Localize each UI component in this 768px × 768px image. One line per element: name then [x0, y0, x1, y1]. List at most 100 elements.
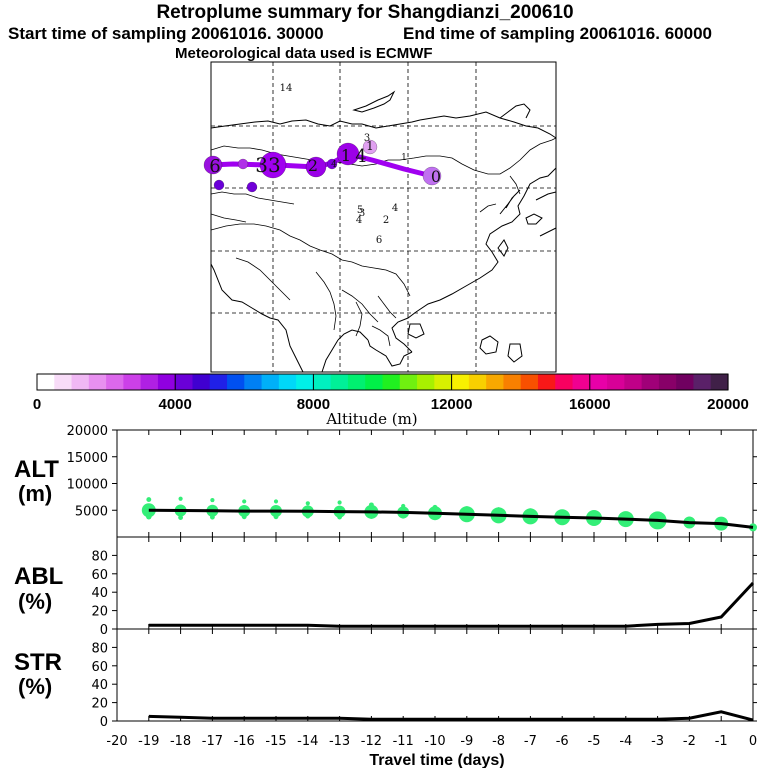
y-tick-label: 40 — [91, 586, 108, 601]
alt-marker-lower — [146, 513, 152, 520]
x-tick-label: -5 — [588, 734, 601, 749]
cluster-label: 4 — [355, 146, 366, 167]
colorbar-cell — [347, 374, 366, 390]
y-tick-label: 20000 — [67, 424, 108, 439]
abl-unit: (%) — [18, 589, 52, 614]
colorbar-tick-label: 12000 — [431, 396, 473, 413]
alt-panel: 5000 10000 15000 20000 ALT (m) — [14, 424, 757, 538]
abl-title: ABL — [14, 563, 63, 590]
plume-cluster-circle — [305, 156, 327, 178]
alt-marker-upper — [654, 514, 661, 521]
colorbar-cell — [468, 374, 487, 390]
y-tick-label: 80 — [91, 549, 108, 564]
colorbar-tick-label: 0 — [33, 396, 41, 413]
colorbar-cell — [37, 374, 55, 390]
colorbar-cell — [589, 374, 608, 390]
map-gridlines — [211, 62, 556, 372]
colorbar-cell — [641, 374, 660, 390]
colorbar-cell — [244, 374, 263, 390]
colorbar-cell — [261, 374, 280, 390]
alt-marker-upper — [178, 496, 183, 501]
colorbar-cell — [451, 374, 470, 390]
colorbar-tick-label: 4000 — [159, 396, 192, 413]
colorbar-cell — [382, 374, 401, 390]
colorbar-cell — [434, 374, 453, 390]
str-unit: (%) — [18, 674, 52, 699]
alt-marker-upper — [210, 497, 215, 503]
cluster-label: 3 — [364, 133, 370, 144]
x-tick-label: -20 — [106, 734, 127, 749]
plume-cluster-circle — [237, 158, 249, 170]
colorbar-cell — [209, 374, 228, 390]
alt-marker-lower — [527, 516, 534, 523]
x-axis: -20 -19 -18 -17 -16 -15 -14 -13 -12 -11 -10 -9 -8 -7-… — [106, 734, 757, 749]
alt-marker-lower — [241, 514, 247, 520]
alt-marker-lower — [273, 514, 279, 520]
cluster-label: 33 — [255, 153, 280, 177]
cluster-label: 1 — [341, 146, 351, 165]
colorbar-cell — [365, 374, 384, 390]
alt-marker-lower — [305, 513, 311, 519]
y-tick-label: 60 — [91, 660, 108, 675]
x-tick-label: -19 — [138, 734, 159, 749]
y-tick-label: 80 — [91, 641, 108, 656]
colorbar-cell — [278, 374, 297, 390]
colorbar-cell — [693, 374, 712, 390]
alt-marker-upper — [559, 509, 565, 516]
chart-title: Retroplume summary for Shangdianzi_20061… — [156, 2, 574, 23]
colorbar-cell — [555, 374, 574, 390]
alt-marker-lower — [178, 515, 184, 520]
cluster-label: 1 — [366, 139, 374, 153]
cluster-label: 2 — [308, 156, 318, 175]
cluster-label: 4 — [356, 215, 362, 226]
y-tick-label: 0 — [100, 623, 108, 638]
plume-cluster-circle — [259, 151, 287, 179]
plume-cluster-circle — [203, 155, 223, 175]
colorbar-cell — [157, 374, 176, 390]
x-tick-label: -12 — [361, 734, 382, 749]
colorbar-cell — [227, 374, 245, 390]
colorbar-cell — [710, 374, 729, 390]
colorbar-axis-label: Altitude (m) — [325, 410, 417, 428]
x-tick-label: -14 — [297, 734, 318, 749]
str-series-line — [148, 710, 754, 722]
cluster-label: 3 — [359, 208, 365, 219]
cluster-label: 14 — [280, 83, 293, 94]
header: Retroplume summary for Shangdianzi_20061… — [0, 0, 768, 64]
altitude-colorbar: 0 4000 8000 12000 16000 20000 Altitude (m) — [33, 373, 749, 428]
colorbar-cell — [520, 374, 539, 390]
y-tick-label: 10000 — [67, 478, 108, 493]
y-tick-label: 15000 — [67, 451, 108, 466]
colorbar-tick-label: 20000 — [707, 396, 749, 413]
colorbar-cell — [88, 374, 107, 390]
colorbar-cell — [71, 374, 90, 390]
colorbar-tick-label: 16000 — [569, 396, 611, 413]
colorbar-cell — [313, 374, 332, 390]
alt-marker-upper — [337, 500, 342, 505]
colorbar-cell — [537, 374, 556, 390]
colorbar-cell — [192, 374, 211, 390]
start-time-label: Start time of sampling 20061016. 30000 — [8, 24, 324, 43]
x-tick-label: -3 — [651, 734, 664, 749]
alt-marker-upper — [687, 517, 692, 522]
alt-marker-upper — [623, 511, 629, 518]
abl-series-line — [148, 581, 755, 628]
y-tick-label: 60 — [91, 568, 108, 583]
y-tick-label: 20 — [91, 605, 108, 620]
x-tick-label: -13 — [329, 734, 350, 749]
met-data-label: Meteorological data used is ECMWF — [175, 45, 433, 62]
plume-cluster-circle — [422, 166, 442, 186]
map-coastlines — [210, 90, 557, 373]
str-title: STR — [14, 649, 62, 676]
cluster-label: 0 — [431, 167, 441, 186]
alt-marker-upper — [273, 499, 279, 504]
x-tick-label: -2 — [683, 734, 696, 749]
colorbar-cell — [572, 374, 591, 390]
alt-marker-upper — [305, 501, 310, 506]
cluster-label: 6 — [209, 156, 220, 177]
colorbar-cell — [503, 374, 522, 390]
alt-marker — [141, 503, 156, 518]
colorbar-cell — [296, 374, 314, 390]
alt-marker-lower — [368, 513, 375, 519]
